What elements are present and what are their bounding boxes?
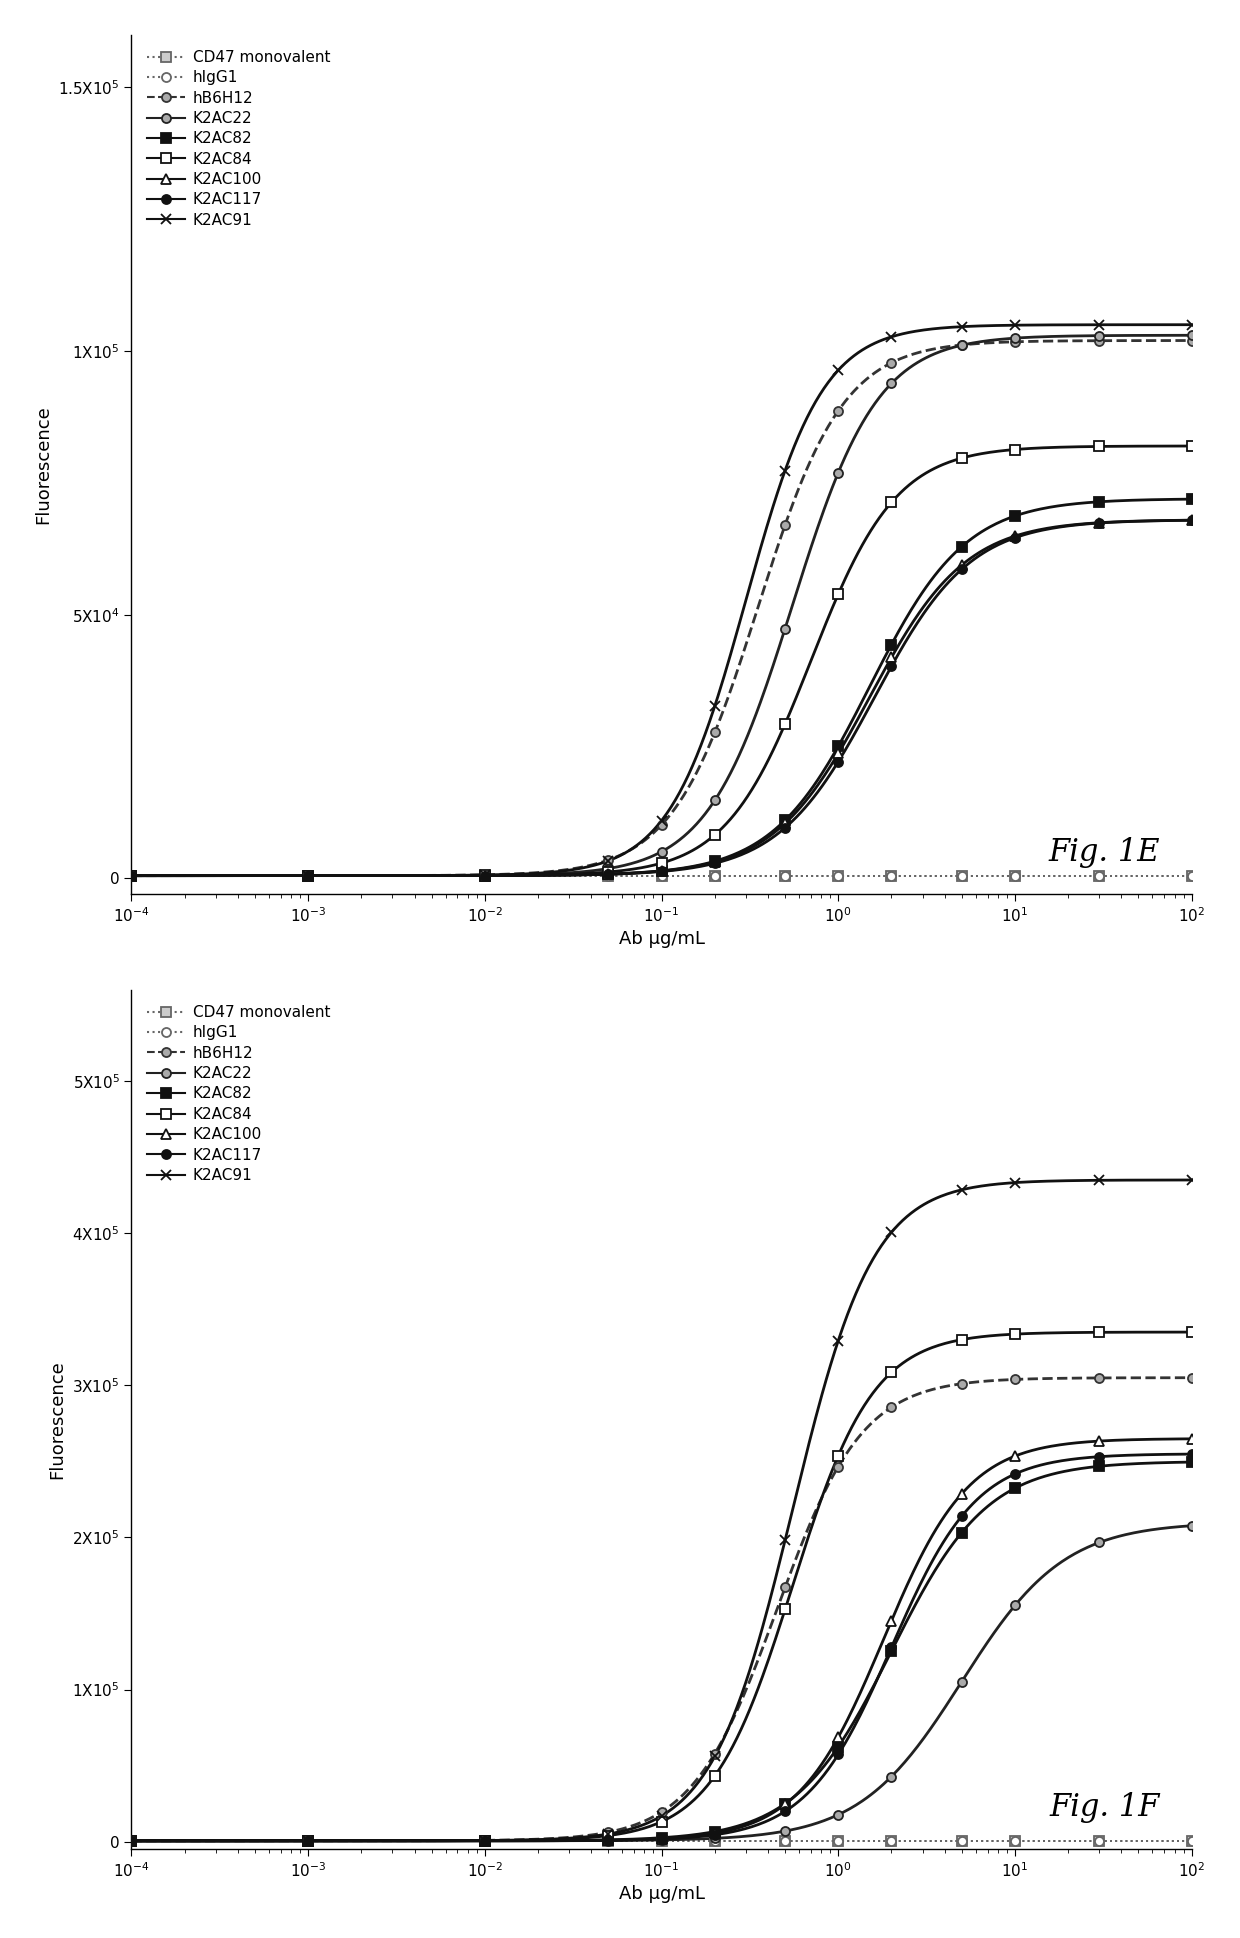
Text: Fig. 1F: Fig. 1F xyxy=(1049,1793,1159,1824)
Y-axis label: Fluorescence: Fluorescence xyxy=(48,1360,67,1479)
Y-axis label: Fluorescence: Fluorescence xyxy=(35,405,53,523)
X-axis label: Ab μg/mL: Ab μg/mL xyxy=(619,1886,704,1903)
Legend: CD47 monovalent, hIgG1, hB6H12, K2AC22, K2AC82, K2AC84, K2AC100, K2AC117, K2AC91: CD47 monovalent, hIgG1, hB6H12, K2AC22, … xyxy=(139,43,337,234)
Legend: CD47 monovalent, hIgG1, hB6H12, K2AC22, K2AC82, K2AC84, K2AC100, K2AC117, K2AC91: CD47 monovalent, hIgG1, hB6H12, K2AC22, … xyxy=(139,998,337,1190)
Text: Fig. 1E: Fig. 1E xyxy=(1048,837,1159,868)
X-axis label: Ab μg/mL: Ab μg/mL xyxy=(619,930,704,948)
